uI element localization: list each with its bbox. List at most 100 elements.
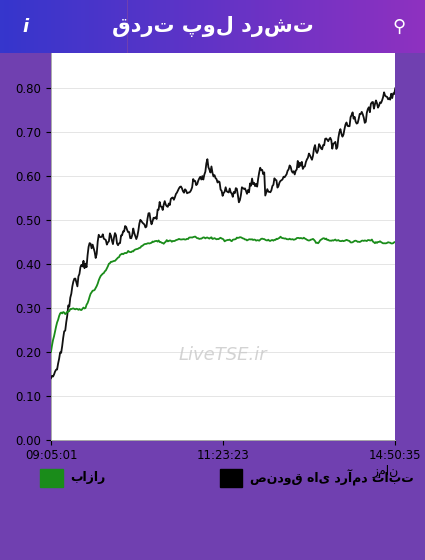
Bar [319, 0, 323, 53]
Bar [34, 0, 38, 53]
Bar [268, 0, 272, 53]
Bar [225, 0, 230, 53]
Bar [276, 0, 280, 53]
Bar [51, 0, 55, 53]
Bar [395, 0, 399, 53]
Bar [298, 0, 302, 53]
Bar [98, 0, 102, 53]
Bar [378, 0, 382, 53]
Bar [204, 0, 208, 53]
Bar [0, 0, 4, 53]
Bar [8, 0, 13, 53]
Bar [246, 0, 251, 53]
Bar [17, 0, 21, 53]
Bar [166, 0, 170, 53]
Bar [255, 0, 259, 53]
Bar [128, 0, 132, 53]
Bar [404, 0, 408, 53]
Bar [30, 0, 34, 53]
Bar [200, 0, 204, 53]
Bar [366, 0, 370, 53]
Bar [412, 0, 416, 53]
Bar [191, 0, 196, 53]
Bar [272, 0, 276, 53]
Bar [55, 0, 60, 53]
Bar [76, 0, 81, 53]
Bar [348, 0, 353, 53]
Bar [183, 0, 187, 53]
Bar [306, 0, 310, 53]
Bar [40, 469, 63, 487]
Bar [64, 0, 68, 53]
Bar [110, 0, 115, 53]
Text: قدرت پول درشت: قدرت پول درشت [112, 16, 313, 37]
Bar [391, 0, 395, 53]
Bar [387, 0, 391, 53]
Text: صندوق های درآمد ثابت: صندوق های درآمد ثابت [250, 469, 414, 486]
Bar [47, 0, 51, 53]
Bar [302, 0, 306, 53]
Bar [81, 0, 85, 53]
Bar [221, 0, 225, 53]
Bar [162, 0, 166, 53]
Bar [132, 0, 136, 53]
Bar [357, 0, 361, 53]
Bar [38, 0, 42, 53]
Bar [285, 0, 289, 53]
Bar [68, 0, 72, 53]
Bar [187, 0, 191, 53]
Bar [157, 0, 162, 53]
Bar [327, 0, 332, 53]
Bar [153, 0, 157, 53]
Bar [400, 0, 404, 53]
Bar [408, 0, 412, 53]
Bar [234, 0, 238, 53]
Bar [115, 0, 119, 53]
Bar [119, 0, 123, 53]
Bar [136, 0, 140, 53]
Bar [72, 0, 76, 53]
Bar [336, 0, 340, 53]
Bar [361, 0, 366, 53]
Bar [174, 0, 178, 53]
Bar [259, 0, 264, 53]
Bar [340, 0, 344, 53]
Bar [123, 0, 127, 53]
Bar [13, 0, 17, 53]
Bar [26, 0, 30, 53]
Bar [314, 0, 319, 53]
Bar [102, 0, 106, 53]
Bar [220, 469, 242, 487]
Bar [212, 0, 217, 53]
Text: زمان: زمان [372, 465, 399, 478]
Bar [416, 0, 421, 53]
Bar [238, 0, 242, 53]
Bar [230, 0, 234, 53]
Bar [310, 0, 314, 53]
Bar [323, 0, 327, 53]
Text: بازار: بازار [71, 471, 106, 484]
Bar [140, 0, 144, 53]
Bar [289, 0, 293, 53]
Text: ⚲: ⚲ [393, 17, 406, 36]
Bar [106, 0, 110, 53]
Bar [374, 0, 378, 53]
Bar [332, 0, 336, 53]
Bar [42, 0, 47, 53]
Bar [208, 0, 212, 53]
Bar [21, 0, 26, 53]
Bar [85, 0, 89, 53]
Bar [353, 0, 357, 53]
Bar [370, 0, 374, 53]
Bar [178, 0, 183, 53]
Bar [421, 0, 425, 53]
Bar [170, 0, 174, 53]
Bar [149, 0, 153, 53]
Bar [280, 0, 285, 53]
Bar [94, 0, 98, 53]
Bar [264, 0, 268, 53]
Bar [251, 0, 255, 53]
Bar [89, 0, 94, 53]
Bar [293, 0, 298, 53]
Bar [344, 0, 348, 53]
